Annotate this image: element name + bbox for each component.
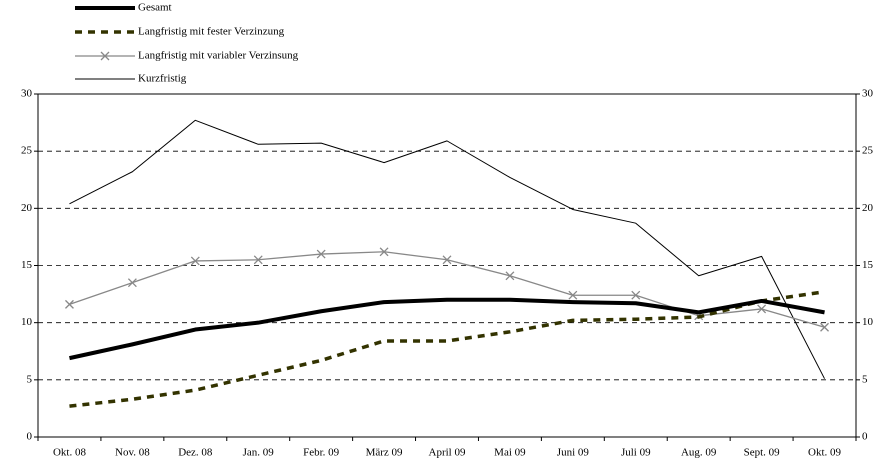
x-tick-label: Dez. 08 xyxy=(178,447,213,459)
x-tick-label: April 09 xyxy=(429,447,466,459)
plot-frame xyxy=(37,93,857,438)
y-tick-label: 30 xyxy=(21,88,33,100)
marker xyxy=(820,322,829,332)
marker xyxy=(127,278,137,288)
y-tick-label: 15 xyxy=(21,259,33,271)
y2-tick-label: 0 xyxy=(862,431,868,443)
x-tick-label: Nov. 08 xyxy=(115,447,150,459)
y2-tick-label: 30 xyxy=(862,88,874,100)
legend-label: Kurzfristig xyxy=(138,73,187,85)
marker xyxy=(379,247,389,257)
marker xyxy=(253,255,263,265)
y2-tick-label: 25 xyxy=(862,145,874,157)
x-tick-label: Jan. 09 xyxy=(243,447,275,459)
y-tick-label: 25 xyxy=(21,145,33,157)
y-tick-label: 20 xyxy=(21,202,33,214)
series-line xyxy=(69,251,825,328)
marker xyxy=(568,290,578,300)
x-tick-label: Juli 09 xyxy=(621,447,651,459)
y-tick-label: 0 xyxy=(27,431,33,443)
marker xyxy=(316,249,326,259)
x-tick-label: Okt. 08 xyxy=(53,447,87,459)
marker xyxy=(631,290,641,300)
marker xyxy=(190,256,200,266)
legend-marker xyxy=(100,51,110,61)
y2-tick-label: 15 xyxy=(862,259,874,271)
x-tick-label: Febr. 09 xyxy=(303,447,340,459)
legend-label: Langfristig mit fester Verzinzung xyxy=(138,26,285,38)
y2-tick-label: 20 xyxy=(862,202,874,214)
marker xyxy=(505,271,515,281)
y-tick-label: 5 xyxy=(27,373,33,385)
x-tick-label: Sept. 09 xyxy=(744,447,781,459)
x-tick-label: Mai 09 xyxy=(494,447,526,459)
series-line xyxy=(69,119,825,379)
series-line xyxy=(69,297,825,361)
legend-label: Langfristig mit variabler Verzinsung xyxy=(138,50,299,62)
marker xyxy=(442,255,452,265)
x-tick-label: Okt. 09 xyxy=(808,447,842,459)
series-line xyxy=(69,290,825,408)
x-tick-label: Juni 09 xyxy=(557,447,590,459)
y-tick-label: 10 xyxy=(21,316,33,328)
x-tick-label: Aug. 09 xyxy=(681,447,717,459)
y2-tick-label: 10 xyxy=(862,316,874,328)
y2-tick-label: 5 xyxy=(862,373,868,385)
legend-label: Gesamt xyxy=(138,2,172,14)
marker xyxy=(757,304,767,314)
marker xyxy=(65,299,74,309)
x-tick-label: März 09 xyxy=(366,447,403,459)
